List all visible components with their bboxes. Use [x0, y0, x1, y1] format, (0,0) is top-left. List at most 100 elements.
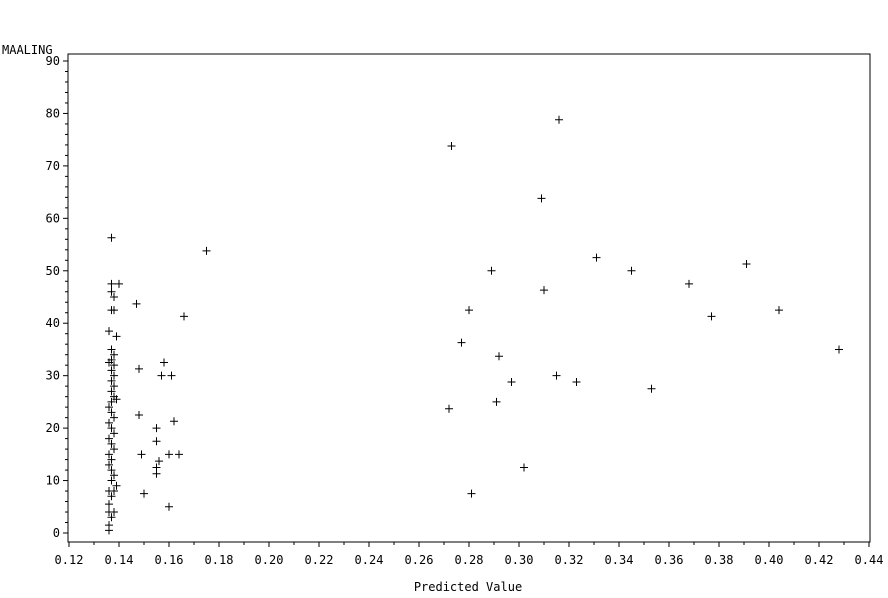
data-point — [445, 404, 453, 413]
data-point — [110, 508, 118, 517]
y-tick-label: 60 — [46, 211, 60, 225]
data-point — [107, 476, 116, 485]
x-tick-label: 0.42 — [805, 553, 834, 567]
data-point — [627, 266, 636, 275]
data-point — [540, 286, 548, 295]
data-point — [685, 279, 693, 288]
data-point — [107, 513, 116, 522]
data-point — [135, 411, 143, 419]
data-point — [160, 358, 168, 367]
data-point — [107, 345, 116, 354]
y-tick-label: 50 — [46, 264, 60, 278]
y-tick-label: 90 — [46, 54, 60, 68]
x-tick-label: 0.22 — [305, 553, 334, 567]
data-point — [105, 403, 113, 412]
data-point — [107, 466, 116, 475]
data-point — [110, 413, 118, 422]
data-point — [447, 141, 456, 150]
data-point — [140, 489, 148, 498]
data-point — [107, 387, 116, 396]
data-point — [110, 306, 118, 315]
data-point — [592, 253, 601, 262]
x-tick-label: 0.16 — [155, 553, 184, 567]
x-tick-label: 0.26 — [405, 553, 434, 567]
data-point — [107, 376, 116, 385]
data-point — [110, 471, 118, 480]
x-tick-label: 0.40 — [755, 553, 784, 567]
x-tick-label: 0.34 — [605, 553, 634, 567]
data-point — [105, 460, 113, 469]
y-tick-label: 20 — [46, 421, 60, 435]
data-point — [180, 312, 188, 321]
data-point — [132, 299, 141, 308]
data-point — [110, 382, 118, 391]
data-point — [487, 266, 496, 275]
data-point — [742, 259, 751, 268]
x-tick-label: 0.36 — [655, 553, 684, 567]
x-tick-label: 0.44 — [855, 553, 884, 567]
data-point — [107, 439, 116, 448]
data-point — [105, 500, 113, 509]
data-point — [152, 424, 161, 433]
x-tick-label: 0.28 — [455, 553, 484, 567]
plot-frame — [67, 53, 871, 543]
x-tick-label: 0.12 — [55, 553, 84, 567]
data-point — [107, 424, 116, 433]
y-tick-label: 10 — [46, 474, 60, 488]
x-tick-label: 0.30 — [505, 553, 534, 567]
data-point — [137, 450, 146, 459]
y-axis: 0 10 20 30 40 50 60 70 80 90 — [46, 54, 68, 540]
data-point — [157, 371, 166, 380]
x-axis: 0.12 0.14 0.16 0.18 0.20 0.22 0.24 0.26 0.28 0.30… — [55, 542, 884, 567]
y-tick-label: 80 — [46, 106, 60, 120]
data-point — [107, 408, 116, 417]
data-point — [835, 345, 843, 354]
data-point — [107, 287, 116, 296]
y-tick-label: 40 — [46, 316, 60, 330]
y-tick-label: 70 — [46, 159, 60, 173]
data-point — [112, 481, 121, 490]
data-point — [520, 463, 528, 472]
x-tick-label: 0.18 — [205, 553, 234, 567]
x-tick-label: 0.20 — [255, 553, 284, 567]
data-point — [105, 434, 113, 443]
y-tick-label: 30 — [46, 369, 60, 383]
data-point — [112, 332, 121, 341]
data-point — [552, 371, 561, 380]
data-point — [110, 293, 118, 301]
y-tick-label: 0 — [53, 526, 60, 540]
x-tick-label: 0.24 — [355, 553, 384, 567]
data-point — [555, 115, 563, 124]
x-axis-label: Predicted Value — [414, 580, 522, 594]
data-point — [105, 521, 113, 530]
data-point — [572, 377, 581, 386]
data-point — [152, 437, 161, 446]
data-point — [492, 397, 501, 406]
data-point — [107, 366, 116, 375]
data-point — [107, 397, 116, 406]
data-point — [135, 364, 143, 373]
x-tick-label: 0.14 — [105, 553, 134, 567]
data-point — [175, 450, 183, 459]
data-point — [165, 502, 173, 511]
data-point — [707, 312, 716, 321]
data-point — [110, 350, 118, 359]
data-point — [110, 392, 118, 401]
data-point — [202, 246, 211, 255]
data-point — [167, 371, 176, 380]
data-point — [457, 338, 466, 347]
data-point — [647, 384, 656, 393]
data-point — [105, 450, 113, 459]
data-point — [105, 418, 113, 427]
data-point — [115, 279, 123, 288]
data-point — [775, 306, 783, 315]
data-point — [110, 429, 118, 438]
data-point — [495, 352, 503, 361]
data-point — [165, 450, 173, 459]
data-point — [105, 327, 113, 336]
data-point — [110, 445, 118, 454]
data-point — [467, 489, 476, 498]
data-point — [152, 463, 161, 472]
data-point — [507, 377, 516, 386]
